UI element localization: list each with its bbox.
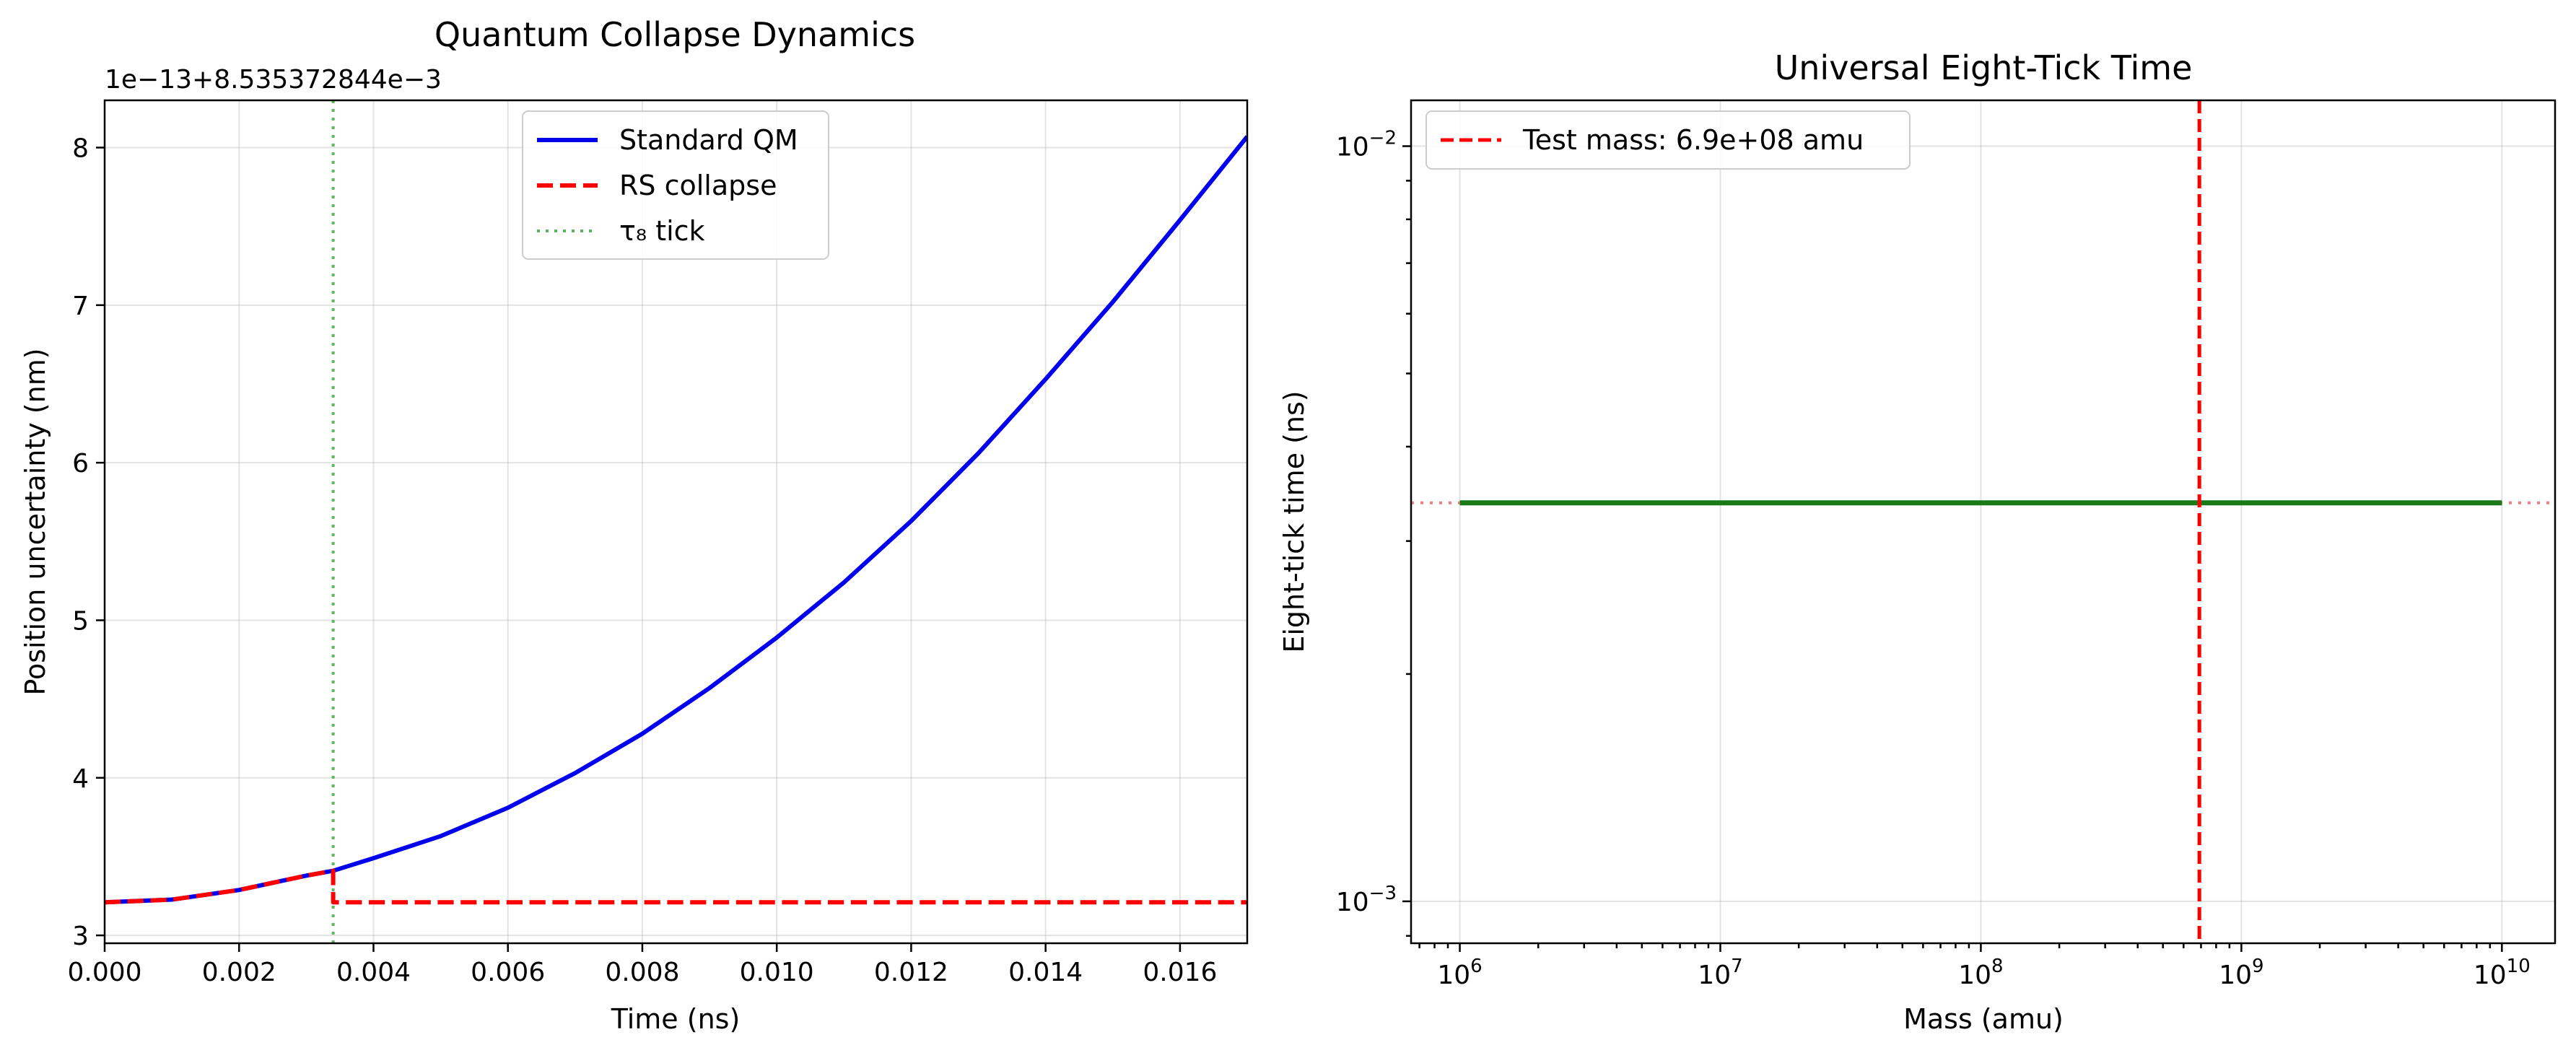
x-tick-label: 0.006 [471, 958, 545, 987]
x-tick-label: 106 [1437, 956, 1482, 990]
y-tick-label: 5 [72, 606, 89, 636]
quantum-collapse-panel: Quantum Collapse Dynamics 1e−13+8.535372… [19, 15, 1249, 1035]
y-tick-label: 3 [72, 922, 89, 951]
legend: Standard QM RS collapse τ₈ tick [522, 110, 829, 260]
axes-frame [1410, 99, 2557, 945]
grid [1411, 100, 2555, 943]
legend: Test mass: 6.9e+08 amu [1425, 110, 1911, 170]
chart-title: Universal Eight-Tick Time [1775, 48, 2193, 87]
legend-box [522, 110, 829, 260]
axes-frame [103, 99, 1249, 945]
standard-qm-line [105, 135, 1247, 905]
x-tick-label: 107 [1698, 956, 1742, 990]
rs-collapse-line [105, 868, 1247, 905]
legend-entry-rs-collapse: RS collapse [619, 170, 777, 201]
x-tick-label: 1010 [2474, 956, 2531, 990]
y-tick-label: 8 [72, 134, 89, 163]
chart-title: Quantum Collapse Dynamics [435, 15, 915, 54]
x-axis: 0.000 0.002 0.004 0.006 0.008 0.010 0.012 0.014… [67, 943, 1217, 987]
x-tick-label: 0.004 [336, 958, 411, 987]
y-tick-label: 7 [72, 292, 89, 321]
y-tick-label: 10−2 [1336, 128, 1397, 162]
x-tick-label: 0.010 [740, 958, 814, 987]
x-tick-label: 108 [1958, 956, 2003, 990]
x-tick-label: 0.016 [1143, 958, 1217, 987]
y-offset-label: 1e−13+8.535372844e−3 [105, 65, 442, 95]
legend-entry-standard-qm: Standard QM [619, 124, 798, 156]
y-axis: 3 4 5 6 7 8 [72, 134, 105, 951]
y-axis-label: Position uncertainty (nm) [19, 348, 51, 695]
x-axis: 106 107 108 109 1010 [1418, 943, 2531, 990]
x-tick-label: 0.002 [202, 958, 276, 987]
legend-entry-test-mass: Test mass: 6.9e+08 amu [1522, 124, 1864, 156]
plot-area [1411, 100, 2555, 943]
plot-area [105, 100, 1247, 943]
y-axis: 10−3 10−2 [1336, 128, 1411, 937]
x-tick-label: 0.012 [874, 958, 948, 987]
x-tick-label: 0.000 [67, 958, 141, 987]
x-axis-label: Time (ns) [611, 1003, 741, 1035]
y-tick-label: 6 [72, 449, 89, 478]
legend-entry-tau-tick: τ₈ tick [619, 215, 705, 247]
y-axis-label: Eight-tick time (ns) [1278, 390, 1310, 652]
x-tick-label: 0.014 [1008, 958, 1083, 987]
x-tick-label: 109 [2219, 956, 2263, 990]
y-tick-label: 4 [72, 764, 89, 794]
y-tick-label: 10−3 [1336, 883, 1397, 917]
eight-tick-panel: Universal Eight-Tick Time 106 107 108 109 10… [1278, 48, 2557, 1035]
legend-box [1425, 110, 1911, 170]
x-axis-label: Mass (amu) [1903, 1003, 2064, 1035]
x-tick-label: 0.008 [605, 958, 679, 987]
